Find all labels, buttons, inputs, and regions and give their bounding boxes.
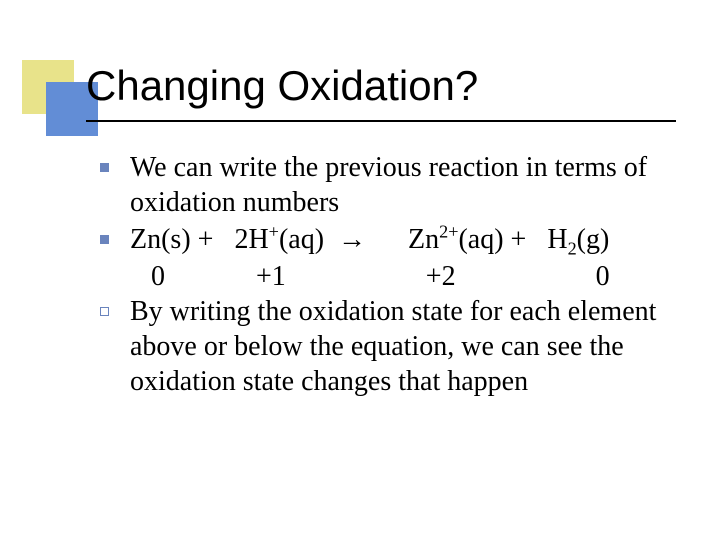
hollow-square-bullet-icon [100,307,109,316]
slide-title: Changing Oxidation? [86,62,478,110]
bullet-item-2: Zn(s) + 2H+(aq) → Zn2+(aq) + H2(g) [100,222,670,257]
square-bullet-icon [100,163,109,172]
slide: Changing Oxidation? We can write the pre… [0,0,720,540]
bullet-text: By writing the oxidation state for each … [130,296,656,397]
bullet-item-3: By writing the oxidation state for each … [100,294,670,399]
square-bullet-icon [100,235,109,244]
slide-body: We can write the previous reaction in te… [100,150,670,401]
equation-text: Zn(s) + 2H+(aq) → Zn2+(aq) + H2(g) [130,224,609,255]
bullet-item-1: We can write the previous reaction in te… [100,150,670,220]
bullet-text: We can write the previous reaction in te… [130,152,647,218]
title-underline [86,120,676,122]
oxidation-numbers-line: 0 +1 +2 0 [100,259,670,294]
